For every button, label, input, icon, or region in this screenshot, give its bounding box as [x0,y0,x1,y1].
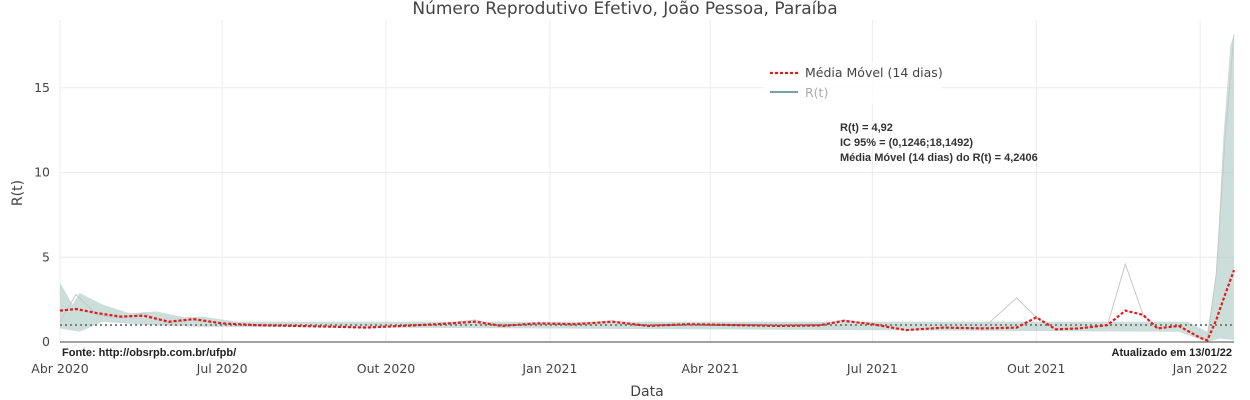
y-tick-labels: 0 5 10 15 [34,80,50,349]
rt-line [59,34,1235,341]
x-tick-label: Jan 2021 [521,361,577,376]
x-tick-labels: Abr 2020 Jul 2020 Out 2020 Jan 2021 Abr 2021… [31,361,1227,376]
y-tick-label: 0 [42,334,50,349]
x-tick-label: Jul 2021 [846,361,898,376]
confidence-band [60,34,1234,343]
annotation-rt: R(t) = 4,92 [840,122,893,134]
y-tick-label: 10 [34,165,50,180]
y-gridlines [60,87,1234,258]
annotation: R(t) = 4,92 IC 95% = (0,1246;18,1492) Mé… [840,122,1038,164]
footer-updated: Atualizado em 13/01/22 [1112,347,1232,359]
x-tick-label: Out 2021 [1007,361,1065,376]
x-tick-label: Abr 2020 [31,361,88,376]
legend-label-moving-average[interactable]: Média Móvel (14 dias) [805,65,943,80]
y-axis-label: R(t) [10,180,26,206]
y-tick-label: 15 [34,80,50,95]
legend-label-rt[interactable]: R(t) [805,85,828,100]
x-gridlines [59,20,1201,342]
x-tick-label: Out 2020 [357,361,415,376]
x-tick-label: Jul 2020 [196,361,248,376]
x-axis-label: Data [630,384,663,400]
annotation-ci: IC 95% = (0,1246;18,1492) [840,137,973,149]
x-tick-label: Abr 2021 [682,361,739,376]
x-tick-label: Jan 2022 [1172,361,1228,376]
moving-average-line [59,269,1236,342]
footer-source: Fonte: http://obsrpb.com.br/ufpb/ [62,347,236,359]
legend: Média Móvel (14 dias) R(t) [764,62,943,104]
annotation-moving-average: Média Móvel (14 dias) do R(t) = 4,2406 [840,152,1038,164]
y-tick-label: 5 [42,249,50,264]
chart-title: Número Reprodutivo Efetivo, João Pessoa,… [412,0,837,19]
